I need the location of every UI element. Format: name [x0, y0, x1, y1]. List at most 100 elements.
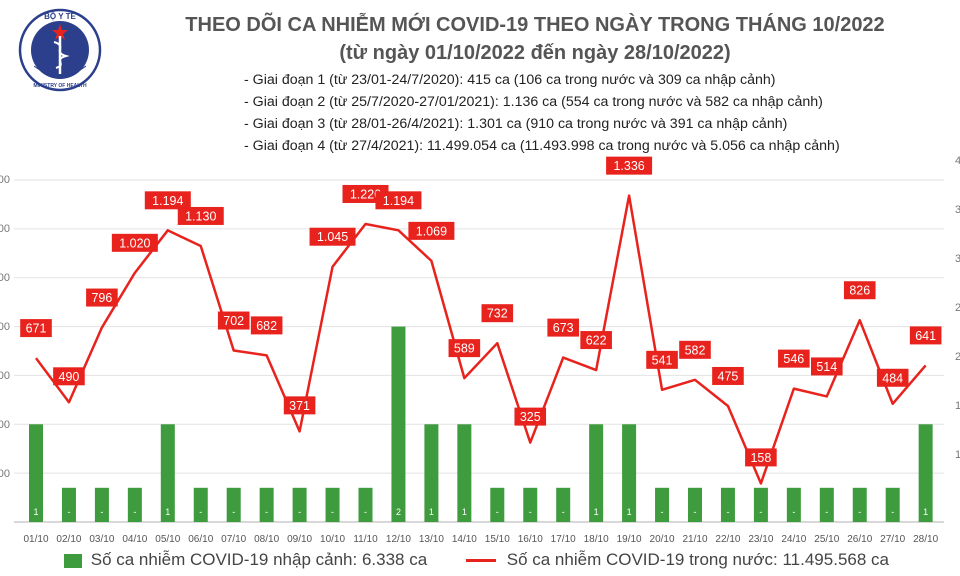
point-label: 671: [26, 322, 47, 336]
bar: [424, 424, 439, 522]
point-label-box: [111, 233, 158, 252]
point-label: 796: [91, 291, 112, 305]
point-label-box: [745, 448, 777, 467]
x-tick-label: 22/10: [715, 534, 740, 545]
legend-line-swatch: [466, 559, 496, 563]
bar: [720, 487, 735, 522]
x-tick-label: 01/10: [23, 534, 48, 545]
y-right-tick-label: 1: [955, 449, 960, 461]
point-label-box: [547, 318, 579, 337]
bar: [226, 487, 241, 522]
point-label: 1.220: [350, 187, 381, 201]
bar-label: -: [661, 507, 664, 517]
bar: [885, 487, 900, 522]
point-label-box: [448, 339, 481, 358]
x-tick-label: 18/10: [584, 534, 609, 545]
bar: [292, 487, 307, 522]
point-label: 826: [849, 284, 870, 298]
bar-label: -: [496, 507, 499, 517]
bar: [688, 487, 702, 522]
y-left-tick-label: 000: [0, 321, 10, 333]
bar-label: -: [562, 507, 565, 517]
point-label-box: [86, 288, 118, 307]
bar-label: 1: [429, 507, 434, 517]
bar-label: -: [759, 507, 762, 517]
bar: [523, 487, 538, 522]
x-tick-label: 27/10: [880, 534, 905, 545]
x-tick-label: 25/10: [814, 534, 839, 545]
phase-1-summary: - Giai đoạn 1 (từ 23/01-24/7/2020): 415 …: [244, 72, 776, 88]
point-label: 1.020: [119, 236, 150, 250]
bar-label: -: [694, 507, 697, 517]
bar-label: -: [858, 507, 861, 517]
x-tick-label: 07/10: [221, 534, 246, 545]
point-label: 158: [750, 451, 771, 465]
bar-label: 2: [396, 507, 401, 517]
bar-label: -: [726, 507, 729, 517]
point-label: 546: [783, 352, 804, 366]
bar: [622, 424, 637, 522]
point-label-box: [309, 227, 356, 246]
point-label: 1.336: [613, 159, 644, 173]
bar: [819, 487, 834, 522]
point-label: 484: [882, 371, 903, 385]
y-right-tick-label: 2: [955, 351, 960, 363]
bar-label: -: [792, 507, 795, 517]
point-label-box: [876, 368, 909, 387]
bar: [490, 487, 505, 522]
bar-label: -: [825, 507, 828, 517]
point-label-box: [679, 340, 711, 359]
y-left-tick-label: 000: [0, 272, 10, 284]
legend-bar-label: Số ca nhiễm COVID-19 nhập cảnh: 6.338 ca: [90, 550, 428, 569]
bar-label: -: [67, 507, 70, 517]
ministry-of-health-logo: BỘ Y TẾ MINISTRY OF HEALTH: [18, 8, 102, 92]
legend-bar-swatch: [64, 553, 82, 568]
x-tick-label: 17/10: [551, 534, 576, 545]
y-left-tick-label: 000: [0, 370, 10, 382]
x-tick-label: 21/10: [682, 534, 707, 545]
bar: [29, 424, 43, 522]
x-tick-label: 24/10: [781, 534, 806, 545]
x-tick-label: 15/10: [485, 534, 510, 545]
x-tick-label: 02/10: [56, 534, 81, 545]
phase-3-summary: - Giai đoạn 3 (từ 28/01-26/4/2021): 1.30…: [244, 116, 788, 132]
bar-label: -: [133, 507, 136, 517]
bar: [918, 424, 933, 522]
bar: [160, 424, 175, 522]
bar-label: 1: [923, 507, 928, 517]
bar-label: -: [265, 507, 268, 517]
point-label: 325: [520, 410, 541, 424]
point-label: 514: [816, 360, 837, 374]
x-tick-label: 26/10: [847, 534, 872, 545]
point-label-box: [177, 206, 224, 225]
point-label-box: [217, 311, 250, 330]
logo-top-text: BỘ Y TẾ: [44, 11, 76, 21]
point-label: 1.045: [317, 230, 348, 244]
y-right-tick-label: 1: [955, 400, 960, 412]
point-label-box: [481, 304, 514, 323]
point-label-box: [778, 349, 810, 368]
y-right-tick-label: 3: [955, 204, 960, 216]
point-label: 541: [652, 353, 673, 367]
bar-label: -: [331, 507, 334, 517]
point-label-box: [514, 407, 547, 426]
x-tick-label: 13/10: [419, 534, 444, 545]
point-label: 682: [256, 319, 277, 333]
y-left-tick-label: 000: [0, 223, 10, 235]
point-label-box: [375, 191, 422, 210]
point-label: 673: [553, 321, 574, 335]
bar: [589, 424, 604, 522]
point-label: 702: [223, 314, 244, 328]
point-label-box: [712, 366, 744, 385]
point-label: 622: [586, 334, 607, 348]
bar: [325, 487, 340, 522]
phase-2-summary: - Giai đoạn 2 (từ 25/7/2020-27/01/2021):…: [244, 94, 823, 110]
y-right-tick-label: 4: [955, 155, 960, 167]
bar-label: 1: [594, 507, 599, 517]
bar: [852, 487, 867, 522]
y-right-tick-label: 2: [955, 302, 960, 314]
bar: [753, 487, 768, 522]
bar: [786, 487, 801, 522]
x-tick-label: 04/10: [122, 534, 147, 545]
line-series: [34, 194, 927, 485]
